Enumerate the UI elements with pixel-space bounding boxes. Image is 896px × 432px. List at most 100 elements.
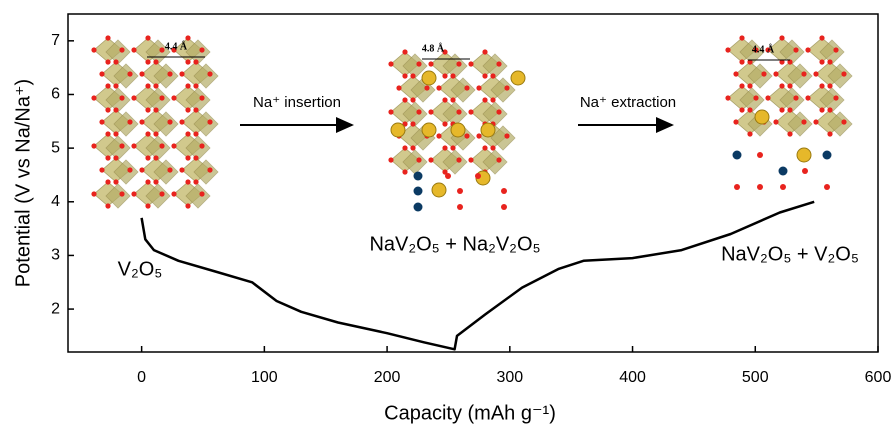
oxygen-atom	[396, 85, 401, 90]
oxygen-atom	[456, 61, 461, 66]
oxygen-atom	[105, 59, 110, 64]
oxygen-atom	[416, 109, 421, 114]
oxygen-atom	[779, 83, 784, 88]
oxygen-atom	[119, 47, 124, 52]
oxygen-atom	[145, 59, 150, 64]
oxygen-atom	[159, 191, 164, 196]
atom	[824, 184, 830, 190]
oxygen-atom	[801, 119, 806, 124]
oxygen-atom	[127, 167, 132, 172]
oxygen-atom	[793, 95, 798, 100]
oxygen-atom	[725, 95, 730, 100]
oxygen-atom	[779, 35, 784, 40]
oxygen-atom	[193, 155, 198, 160]
oxygen-atom	[833, 47, 838, 52]
oxygen-atom	[207, 167, 212, 172]
oxygen-atom	[199, 143, 204, 148]
oxygen-atom	[787, 107, 792, 112]
oxygen-atom	[131, 47, 136, 52]
oxygen-atom	[113, 155, 118, 160]
oxygen-atom	[402, 145, 407, 150]
x-tick-label: 100	[251, 369, 278, 386]
oxygen-atom	[456, 109, 461, 114]
oxygen-atom	[167, 71, 172, 76]
oxygen-atom	[733, 119, 738, 124]
oxygen-atom	[442, 145, 447, 150]
oxygen-atom	[402, 97, 407, 102]
oxygen-atom	[119, 95, 124, 100]
oxygen-atom	[436, 85, 441, 90]
sodium-atom	[422, 71, 436, 85]
oxygen-atom	[145, 35, 150, 40]
oxygen-atom	[99, 167, 104, 172]
oxygen-atom	[739, 107, 744, 112]
oxygen-atom	[482, 145, 487, 150]
x-tick-label: 300	[496, 369, 523, 386]
atom	[823, 151, 832, 160]
oxygen-atom	[410, 73, 415, 78]
oxygen-atom	[179, 71, 184, 76]
oxygen-atom	[159, 143, 164, 148]
oxygen-atom	[739, 59, 744, 64]
sodium-atom	[422, 123, 436, 137]
atom	[501, 204, 507, 210]
oxygen-atom	[482, 49, 487, 54]
oxygen-atom	[747, 131, 752, 136]
oxygen-atom	[153, 107, 158, 112]
y-tick-label: 3	[51, 247, 60, 264]
oxygen-atom	[819, 35, 824, 40]
oxygen-atom	[113, 59, 118, 64]
oxygen-atom	[179, 167, 184, 172]
oxygen-atom	[753, 95, 758, 100]
oxygen-atom	[793, 47, 798, 52]
sodium-atom	[511, 71, 525, 85]
data-line	[142, 202, 815, 349]
oxygen-atom	[805, 47, 810, 52]
sodium-atom	[797, 148, 811, 162]
oxygen-atom	[185, 179, 190, 184]
oxygen-atom	[450, 73, 455, 78]
x-axis-title: Capacity (mAh g⁻¹)	[384, 402, 556, 424]
atom	[414, 172, 423, 181]
atom	[501, 188, 507, 194]
oxygen-atom	[819, 59, 824, 64]
oxygen-atom	[185, 59, 190, 64]
oxygen-atom	[813, 119, 818, 124]
sodium-atom	[481, 123, 495, 137]
annotation: NaV₂O₅ + Na₂V₂O₅	[369, 233, 540, 255]
oxygen-atom	[402, 169, 407, 174]
oxygen-atom	[113, 107, 118, 112]
oxygen-atom	[199, 47, 204, 52]
oxygen-atom	[464, 133, 469, 138]
oxygen-atom	[105, 35, 110, 40]
oxygen-atom	[801, 71, 806, 76]
oxygen-atom	[185, 35, 190, 40]
oxygen-atom	[153, 155, 158, 160]
annotation: Na⁺ extraction	[580, 94, 676, 111]
oxygen-atom	[402, 49, 407, 54]
oxygen-atom	[787, 131, 792, 136]
oxygen-atom	[99, 119, 104, 124]
atom	[802, 168, 808, 174]
oxygen-atom	[773, 71, 778, 76]
oxygen-atom	[388, 61, 393, 66]
oxygen-atom	[388, 157, 393, 162]
oxygen-atom	[119, 143, 124, 148]
oxygen-atom	[145, 107, 150, 112]
sodium-atom	[451, 123, 465, 137]
atom	[414, 187, 423, 196]
oxygen-atom	[468, 61, 473, 66]
oxygen-atom	[105, 179, 110, 184]
oxygen-atom	[761, 71, 766, 76]
oxygen-atom	[442, 73, 447, 78]
oxygen-atom	[167, 167, 172, 172]
oxygen-atom	[127, 119, 132, 124]
atom	[733, 151, 742, 160]
oxygen-atom	[105, 203, 110, 208]
oxygen-atom	[468, 109, 473, 114]
oxygen-atom	[496, 157, 501, 162]
oxygen-atom	[153, 59, 158, 64]
atom	[414, 203, 423, 212]
y-tick-label: 6	[51, 86, 60, 103]
oxygen-atom	[841, 71, 846, 76]
